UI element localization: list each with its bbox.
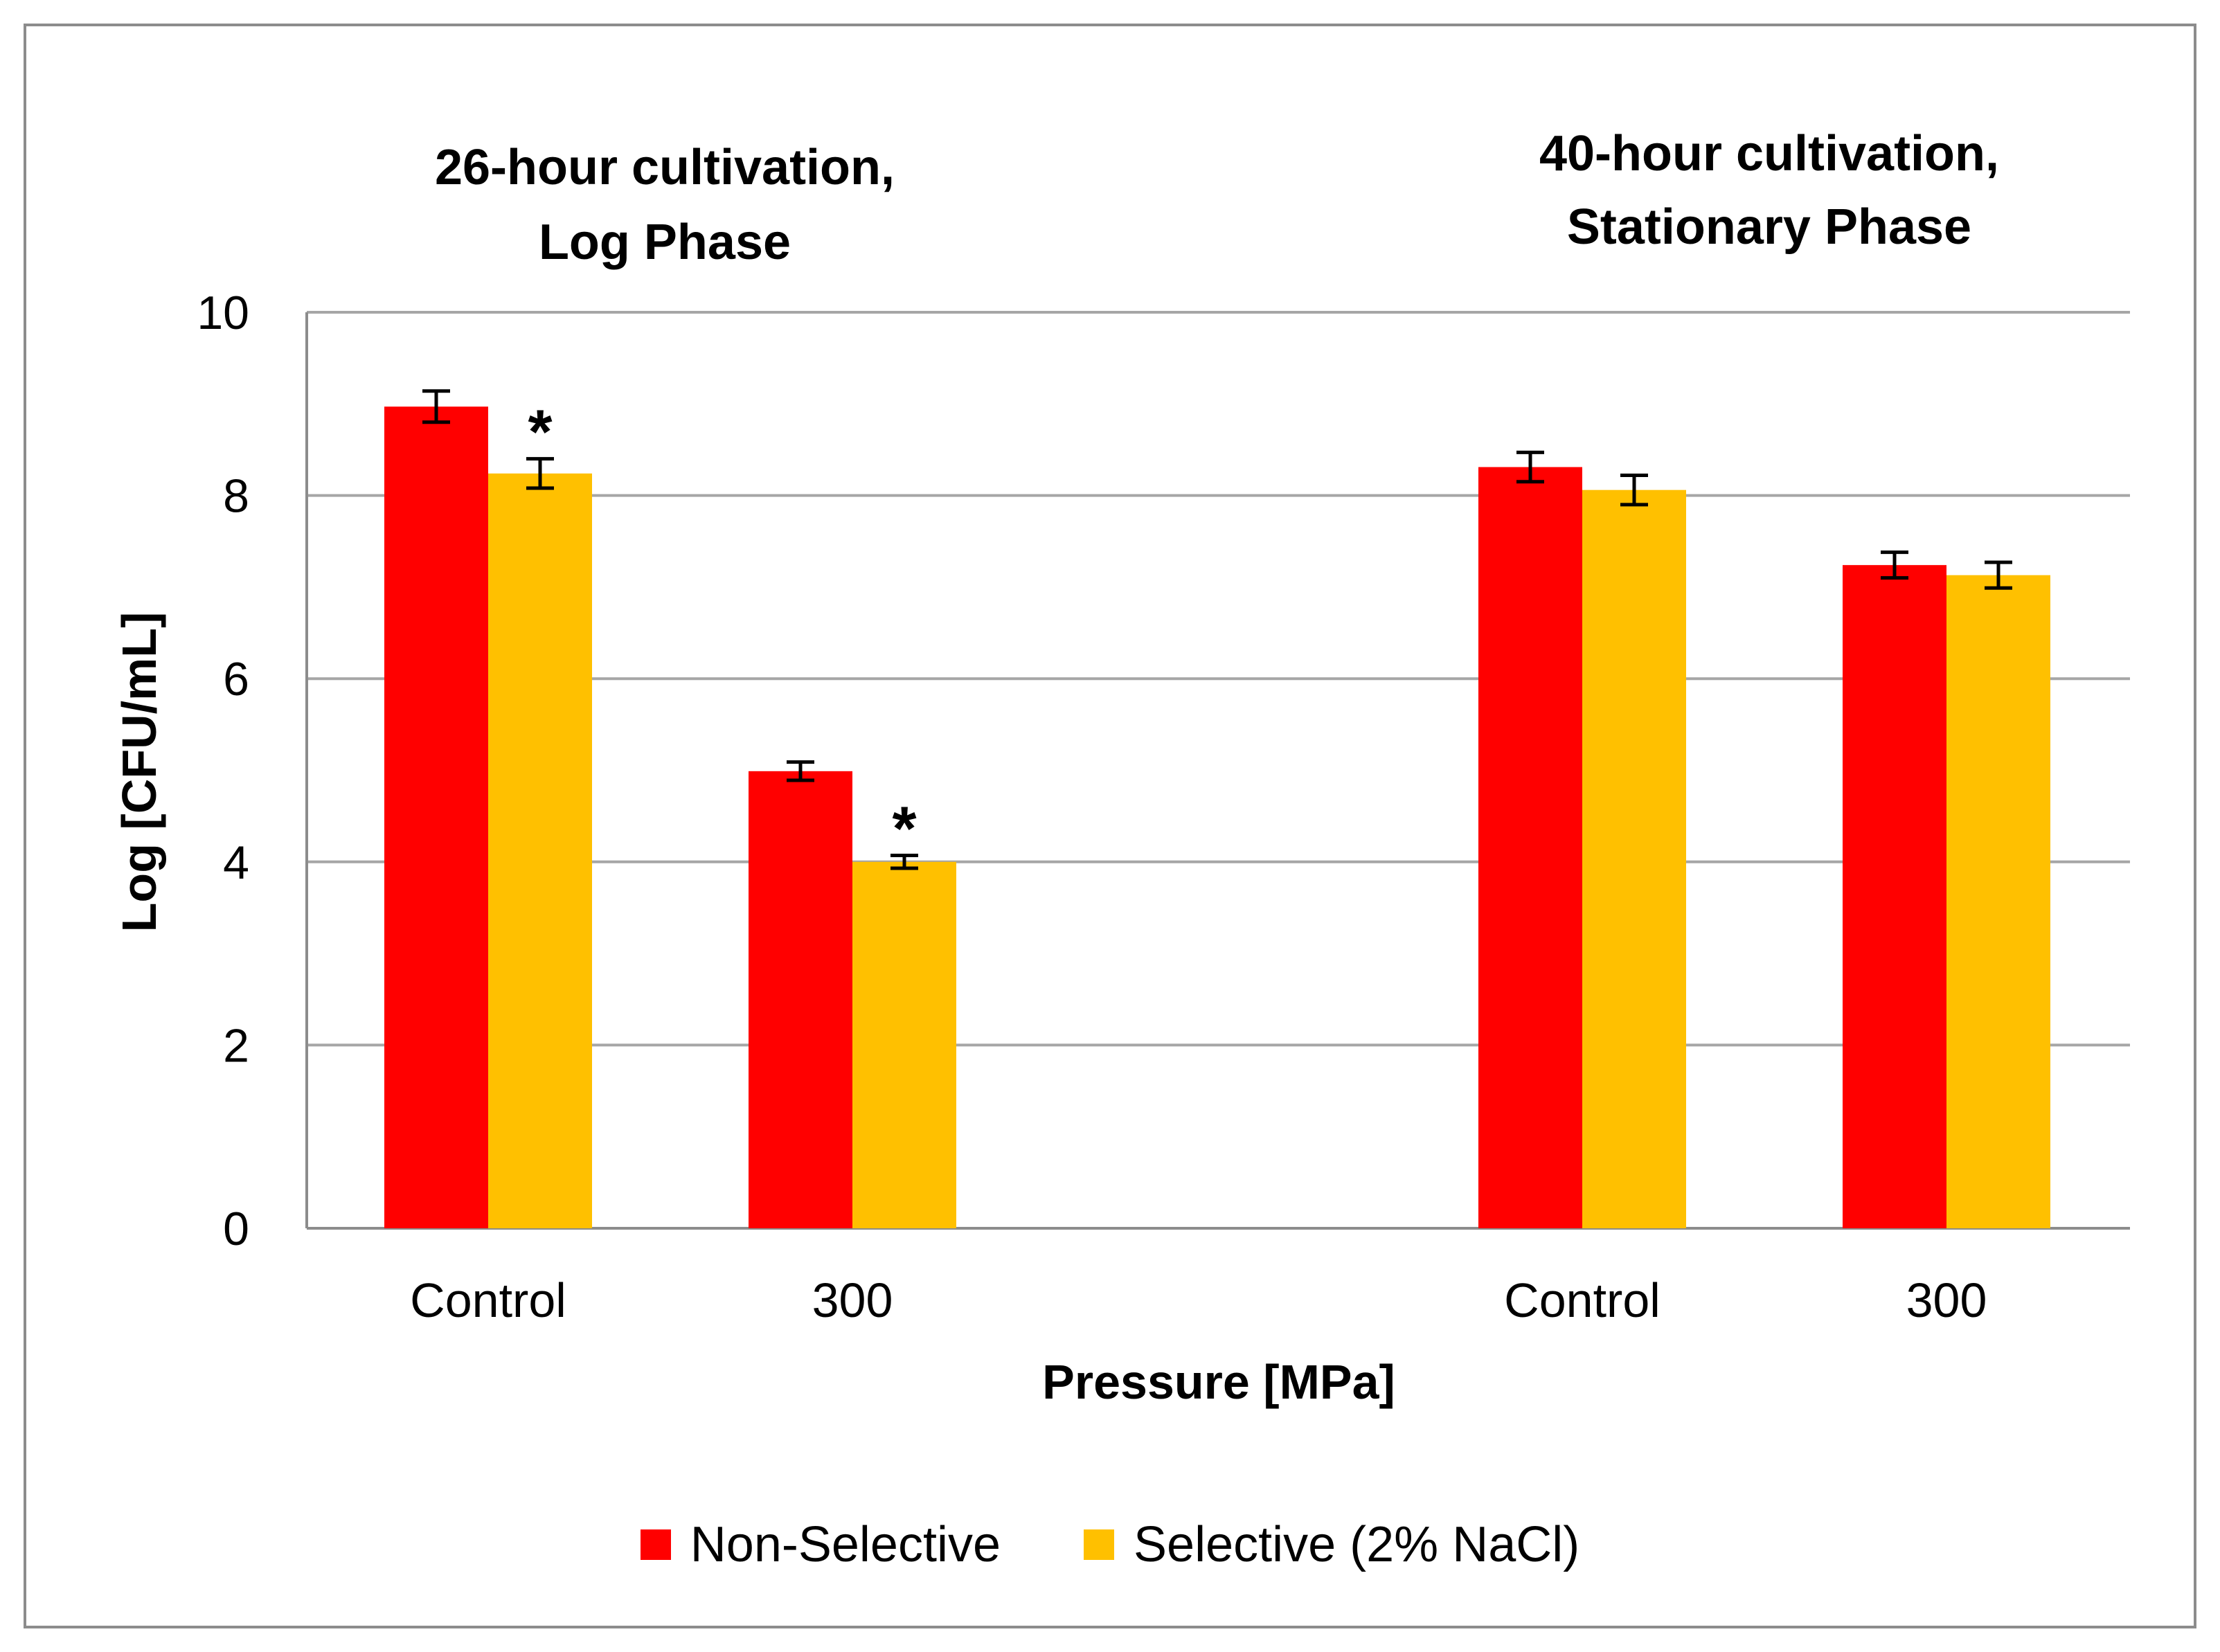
- error-bar: [1881, 550, 1908, 580]
- error-bar: [1620, 473, 1648, 507]
- bar-selective: [1582, 490, 1686, 1228]
- significance-star: *: [528, 398, 552, 467]
- legend-label-non-selective: Non-Selective: [690, 1517, 1001, 1572]
- bar-selective: [1946, 575, 2050, 1228]
- group-title-line: Log Phase: [539, 215, 791, 270]
- legend-swatch-non-selective: [640, 1529, 671, 1560]
- bar-non-selective: [1478, 467, 1582, 1229]
- error-bars: [422, 389, 2012, 870]
- x-tick-label: Control: [410, 1273, 566, 1327]
- bar-non-selective: [1843, 565, 1946, 1228]
- y-tick-label: 8: [223, 470, 249, 523]
- error-bar: [890, 854, 918, 870]
- x-tick-label: Control: [1504, 1273, 1660, 1327]
- gridlines: [305, 311, 2130, 1230]
- y-axis-label: Log [CFU/mL]: [112, 612, 166, 933]
- bar-selective: [488, 473, 592, 1228]
- y-tick-label: 6: [223, 653, 249, 706]
- x-axis-label: Pressure [MPa]: [1042, 1355, 1395, 1409]
- y-tick-label: 2: [223, 1019, 249, 1072]
- bar-non-selective: [749, 771, 852, 1228]
- y-axis-ticks: 0 2 4 6 8 10: [197, 287, 249, 1255]
- legend-item-selective: Selective (2% NaCl): [1084, 1516, 1579, 1573]
- legend-label-selective: Selective (2% NaCl): [1134, 1517, 1580, 1572]
- group-title-line: Stationary Phase: [1567, 199, 1971, 255]
- group-titles: 26-hour cultivation, Log Phase 40-hour cul…: [435, 126, 1999, 270]
- legend: Non-Selective Selective (2% NaCl): [0, 1516, 2220, 1573]
- error-bar: [1516, 450, 1544, 484]
- error-bar: [1985, 560, 2012, 590]
- significance-markers: **: [528, 398, 916, 864]
- significance-star: *: [892, 795, 916, 864]
- group-title-line: 26-hour cultivation,: [435, 140, 895, 195]
- legend-item-non-selective: Non-Selective: [640, 1516, 1001, 1573]
- x-tick-label: 300: [1906, 1273, 1987, 1327]
- error-bar: [787, 760, 814, 782]
- y-tick-label: 4: [223, 836, 249, 889]
- error-bar: [526, 457, 554, 490]
- error-bar: [422, 389, 450, 424]
- bar-non-selective: [384, 406, 488, 1228]
- bars: [384, 406, 2050, 1229]
- x-axis-ticks: Control 300 Control 300: [410, 1273, 1987, 1327]
- bar-selective: [852, 861, 956, 1228]
- legend-swatch-selective: [1084, 1529, 1114, 1560]
- y-tick-label: 10: [197, 287, 249, 339]
- x-tick-label: 300: [812, 1273, 893, 1327]
- y-tick-label: 0: [223, 1203, 249, 1255]
- group-title-line: 40-hour cultivation,: [1539, 126, 1999, 181]
